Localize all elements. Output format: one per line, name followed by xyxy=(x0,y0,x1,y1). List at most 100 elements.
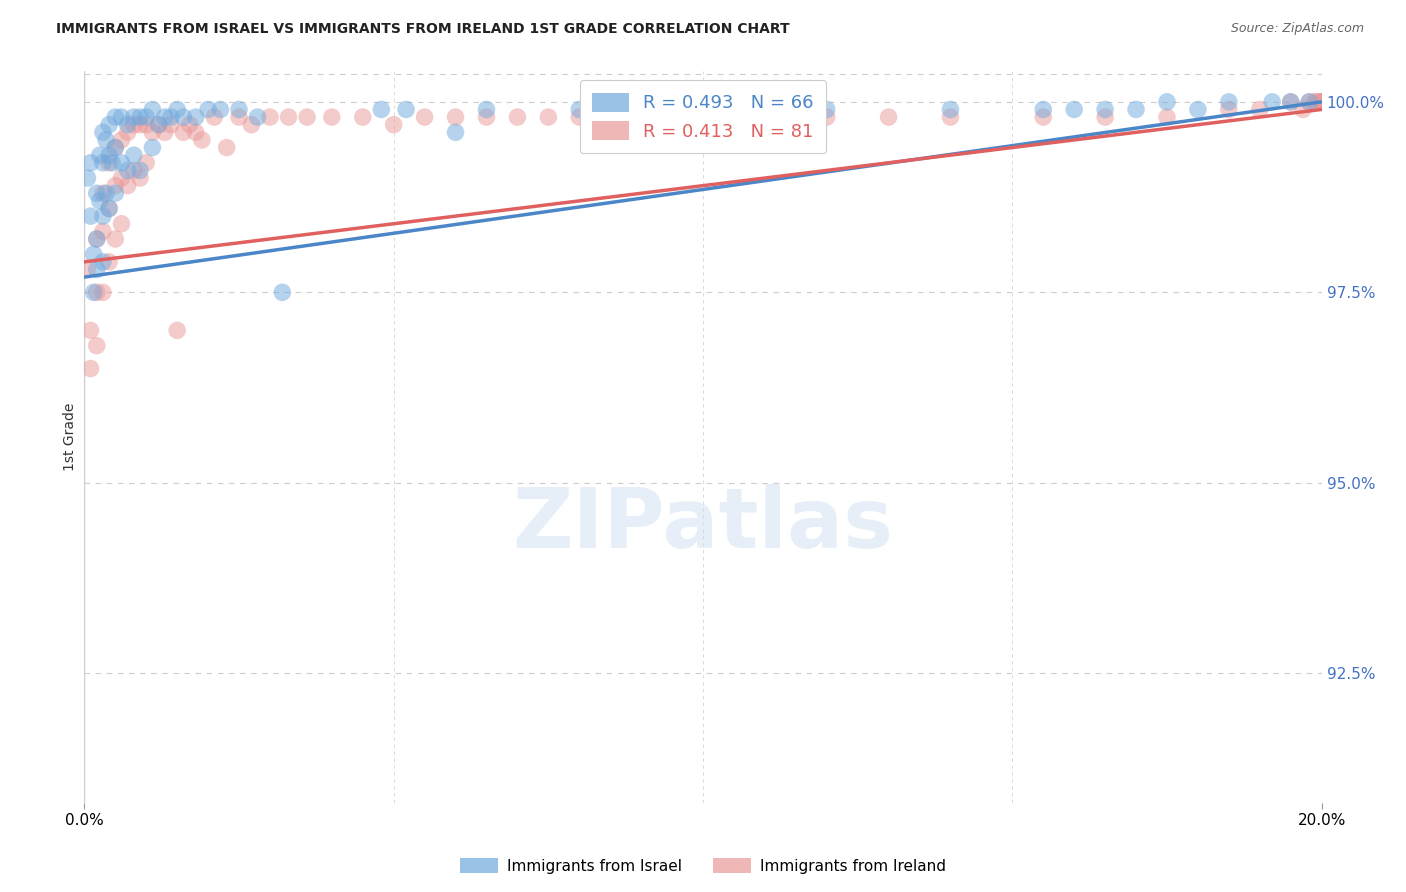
Point xyxy=(166,103,188,117)
Point xyxy=(277,110,299,124)
Point xyxy=(91,224,114,238)
Point xyxy=(1298,95,1320,109)
Point xyxy=(754,103,776,117)
Point xyxy=(444,125,467,139)
Point xyxy=(1310,95,1333,109)
Point xyxy=(1261,95,1284,109)
Point xyxy=(172,125,194,139)
Point xyxy=(1298,95,1320,109)
Point xyxy=(815,110,838,124)
Point xyxy=(537,110,560,124)
Point xyxy=(89,148,111,162)
Point xyxy=(160,118,183,132)
Point xyxy=(148,118,170,132)
Point xyxy=(202,110,225,124)
Point xyxy=(1310,95,1333,109)
Point xyxy=(110,155,132,169)
Point xyxy=(395,103,418,117)
Point xyxy=(209,103,232,117)
Point xyxy=(1279,95,1302,109)
Point xyxy=(1156,95,1178,109)
Point xyxy=(1310,95,1333,109)
Point xyxy=(568,110,591,124)
Point xyxy=(475,103,498,117)
Point xyxy=(692,103,714,117)
Point xyxy=(104,140,127,154)
Point xyxy=(122,110,145,124)
Point xyxy=(86,338,108,352)
Point xyxy=(79,155,101,169)
Point xyxy=(661,110,683,124)
Point xyxy=(413,110,436,124)
Point xyxy=(1279,95,1302,109)
Legend: Immigrants from Israel, Immigrants from Ireland: Immigrants from Israel, Immigrants from … xyxy=(454,852,952,880)
Point xyxy=(91,209,114,223)
Point xyxy=(117,163,139,178)
Point xyxy=(1310,95,1333,109)
Point xyxy=(76,262,98,277)
Point xyxy=(1218,103,1240,117)
Y-axis label: 1st Grade: 1st Grade xyxy=(63,403,77,471)
Point xyxy=(215,140,238,154)
Point xyxy=(83,247,105,261)
Point xyxy=(135,118,157,132)
Point xyxy=(1310,95,1333,109)
Point xyxy=(129,118,152,132)
Point xyxy=(117,125,139,139)
Point xyxy=(785,110,807,124)
Point xyxy=(692,110,714,124)
Point xyxy=(1310,95,1333,109)
Point xyxy=(568,103,591,117)
Point xyxy=(98,202,121,216)
Legend: R = 0.493   N = 66, R = 0.413   N = 81: R = 0.493 N = 66, R = 0.413 N = 81 xyxy=(579,80,827,153)
Point xyxy=(122,163,145,178)
Point xyxy=(141,125,163,139)
Point xyxy=(104,186,127,201)
Point xyxy=(1310,95,1333,109)
Point xyxy=(86,232,108,246)
Point xyxy=(191,133,214,147)
Text: IMMIGRANTS FROM ISRAEL VS IMMIGRANTS FROM IRELAND 1ST GRADE CORRELATION CHART: IMMIGRANTS FROM ISRAEL VS IMMIGRANTS FRO… xyxy=(56,22,790,37)
Point xyxy=(1305,95,1327,109)
Point xyxy=(184,125,207,139)
Point xyxy=(86,232,108,246)
Point xyxy=(1156,110,1178,124)
Point xyxy=(98,202,121,216)
Point xyxy=(382,118,405,132)
Point xyxy=(184,110,207,124)
Point xyxy=(79,323,101,337)
Point xyxy=(91,285,114,300)
Point xyxy=(104,110,127,124)
Point xyxy=(1292,103,1315,117)
Point xyxy=(166,323,188,337)
Point xyxy=(1094,103,1116,117)
Text: ZIPatlas: ZIPatlas xyxy=(513,484,893,566)
Point xyxy=(110,171,132,186)
Point xyxy=(91,255,114,269)
Point xyxy=(815,103,838,117)
Point xyxy=(122,148,145,162)
Point xyxy=(160,110,183,124)
Point xyxy=(1310,95,1333,109)
Point xyxy=(148,118,170,132)
Point xyxy=(370,103,392,117)
Point xyxy=(91,125,114,139)
Point xyxy=(141,103,163,117)
Point xyxy=(76,171,98,186)
Point xyxy=(1187,103,1209,117)
Point xyxy=(630,110,652,124)
Point xyxy=(661,103,683,117)
Point xyxy=(89,194,111,208)
Point xyxy=(271,285,294,300)
Point xyxy=(1310,95,1333,109)
Point xyxy=(79,361,101,376)
Point xyxy=(1305,95,1327,109)
Point xyxy=(117,178,139,193)
Point xyxy=(240,118,263,132)
Point xyxy=(129,110,152,124)
Point xyxy=(1032,110,1054,124)
Point xyxy=(98,155,121,169)
Point xyxy=(939,103,962,117)
Point xyxy=(599,110,621,124)
Point xyxy=(129,163,152,178)
